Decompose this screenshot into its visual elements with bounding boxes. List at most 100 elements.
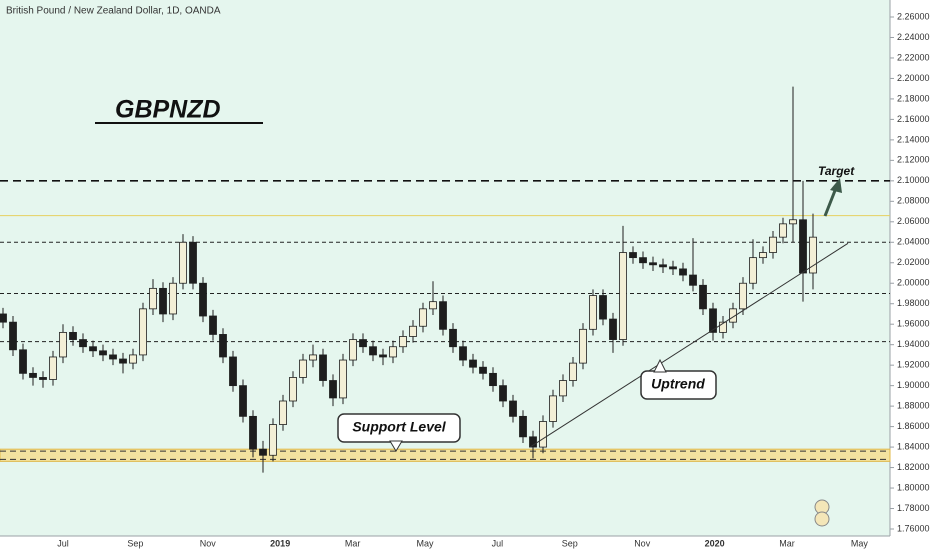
candle-body bbox=[769, 236, 777, 253]
x-tick-label: Nov bbox=[200, 538, 217, 548]
x-tick-label: Sep bbox=[127, 538, 143, 548]
candle-body bbox=[469, 359, 477, 368]
candle-body bbox=[369, 346, 377, 356]
candle-body bbox=[259, 448, 267, 456]
x-tick-label: 2019 bbox=[270, 538, 290, 548]
y-tick-label: 1.88000 bbox=[897, 400, 930, 410]
y-tick-label: 2.02000 bbox=[897, 257, 930, 267]
candle-body bbox=[59, 331, 67, 358]
y-tick-label: 2.18000 bbox=[897, 93, 930, 103]
y-tick-label: 2.14000 bbox=[897, 134, 930, 144]
candle-body bbox=[379, 354, 387, 358]
chart-header: British Pound / New Zealand Dollar, 1D, … bbox=[6, 6, 221, 17]
plot-background bbox=[0, 0, 890, 536]
candle-body bbox=[799, 219, 807, 274]
candle-body bbox=[479, 366, 487, 374]
y-tick-label: 2.08000 bbox=[897, 196, 930, 206]
candle-body bbox=[689, 274, 697, 286]
candle-body bbox=[39, 377, 47, 380]
candle-body bbox=[119, 358, 127, 364]
uptrend-line bbox=[529, 242, 849, 448]
candle-body bbox=[159, 287, 167, 315]
candle-body bbox=[129, 354, 137, 364]
candle-body bbox=[699, 284, 707, 310]
candle-body bbox=[509, 400, 517, 417]
candle-body bbox=[69, 331, 77, 340]
candle-body bbox=[399, 336, 407, 348]
candle-body bbox=[609, 318, 617, 340]
candle-body bbox=[169, 282, 177, 315]
target-arrow bbox=[823, 187, 838, 217]
y-tick-label: 1.86000 bbox=[897, 421, 930, 431]
x-tick-label: Nov bbox=[634, 538, 651, 548]
marks bbox=[0, 86, 891, 473]
candle-body bbox=[789, 219, 797, 225]
y-tick-label: 1.76000 bbox=[897, 523, 930, 533]
candle-body bbox=[519, 415, 527, 438]
candle-body bbox=[759, 252, 767, 259]
candle-body bbox=[569, 362, 577, 381]
candle-body bbox=[709, 308, 717, 333]
candle-body bbox=[449, 328, 457, 348]
candle-body bbox=[309, 354, 317, 361]
candle-body bbox=[389, 346, 397, 358]
y-tick-label: 2.24000 bbox=[897, 32, 930, 42]
y-tick-label: 2.26000 bbox=[897, 11, 930, 21]
candle-body bbox=[619, 252, 627, 340]
price-axis-background bbox=[890, 0, 932, 550]
candle-body bbox=[99, 350, 107, 356]
candle-body bbox=[639, 257, 647, 264]
candle-body bbox=[289, 377, 297, 402]
time-axis-background bbox=[0, 536, 890, 550]
candle-body bbox=[89, 346, 97, 352]
y-tick-label: 2.04000 bbox=[897, 237, 930, 247]
y-tick-label: 1.98000 bbox=[897, 298, 930, 308]
candle-body bbox=[9, 321, 17, 351]
candle-body bbox=[729, 308, 737, 323]
candle-body bbox=[539, 421, 547, 448]
support-label: Support Level bbox=[352, 419, 446, 435]
candle-body bbox=[329, 380, 337, 399]
candle-body bbox=[579, 328, 587, 364]
x-tick-label: Jul bbox=[492, 538, 504, 548]
candle-body bbox=[649, 262, 657, 266]
candle-body bbox=[429, 301, 437, 310]
y-tick-label: 2.22000 bbox=[897, 52, 930, 62]
candle-body bbox=[499, 385, 507, 402]
candle-body bbox=[749, 257, 757, 284]
y-tick-label: 1.80000 bbox=[897, 482, 930, 492]
uptrend-label: Uptrend bbox=[651, 376, 705, 392]
candle-body bbox=[419, 308, 427, 327]
target-label: Target bbox=[818, 164, 855, 178]
support-callout-pointer bbox=[389, 440, 403, 452]
uptrend-callout-pointer bbox=[653, 358, 667, 373]
y-tick-label: 2.06000 bbox=[897, 216, 930, 226]
x-tick-label: Mar bbox=[779, 538, 795, 548]
candle-body bbox=[439, 301, 447, 330]
y-tick-label: 1.92000 bbox=[897, 360, 930, 370]
y-tick-label: 1.78000 bbox=[897, 503, 930, 513]
candle-body bbox=[229, 356, 237, 387]
candle-body bbox=[249, 415, 257, 450]
y-tick-label: 1.94000 bbox=[897, 339, 930, 349]
candle-body bbox=[219, 334, 227, 358]
candle-body bbox=[319, 354, 327, 381]
x-tick-label: 2020 bbox=[705, 538, 725, 548]
candle-body bbox=[29, 372, 37, 378]
candle-body bbox=[149, 287, 157, 310]
y-tick-label: 2.10000 bbox=[897, 175, 930, 185]
candle-body bbox=[279, 400, 287, 425]
x-tick-label: Sep bbox=[562, 538, 578, 548]
candle-body bbox=[189, 241, 197, 284]
candle-body bbox=[489, 372, 497, 387]
candle-body bbox=[739, 282, 747, 310]
event-icon[interactable] bbox=[814, 511, 830, 527]
candle-body bbox=[19, 349, 27, 374]
candle-body bbox=[459, 346, 467, 361]
candle-body bbox=[549, 395, 557, 422]
chart-title: GBPNZD bbox=[115, 96, 221, 124]
y-tick-label: 1.84000 bbox=[897, 441, 930, 451]
candle-body bbox=[629, 252, 637, 259]
candle-body bbox=[719, 321, 727, 333]
